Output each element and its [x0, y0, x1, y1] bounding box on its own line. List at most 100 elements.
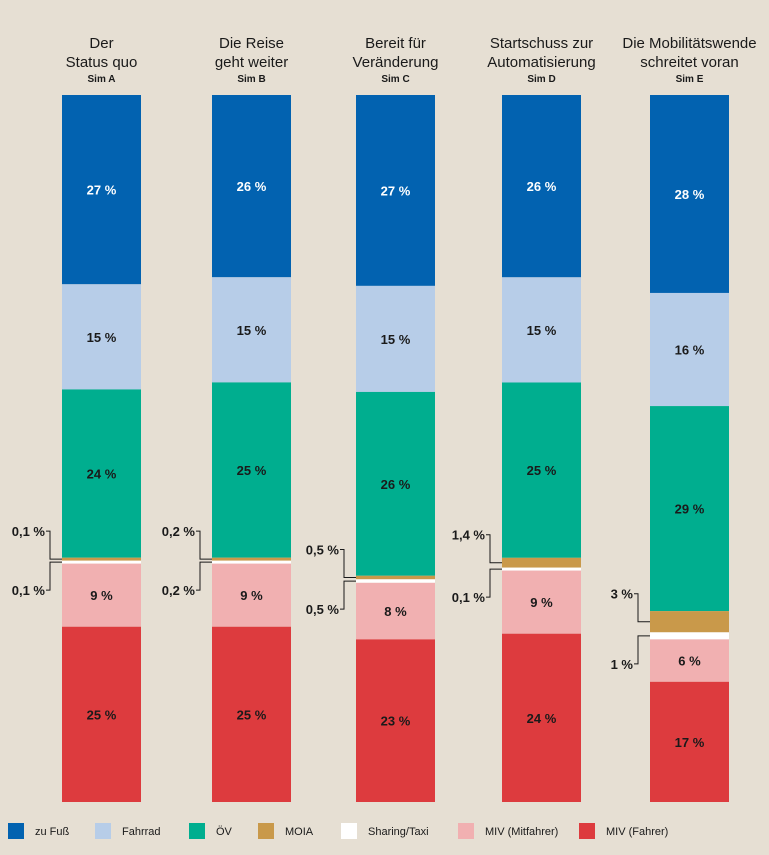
legend-swatch — [95, 823, 111, 839]
bar-segment — [356, 575, 435, 580]
segment-label: 28 % — [675, 187, 705, 202]
bar-segment — [356, 579, 435, 583]
bar-segment — [502, 567, 581, 571]
callout-line — [196, 530, 212, 560]
callout-label-sharing: 1 % — [611, 657, 634, 672]
callout-label-sharing: 0,1 % — [452, 590, 486, 605]
segment-label: 15 % — [527, 323, 557, 338]
callout-line — [196, 561, 212, 591]
bar-segment — [212, 563, 291, 627]
bar-segment — [212, 557, 291, 561]
bar-segment — [212, 626, 291, 802]
callout-label-moia: 0,5 % — [306, 543, 340, 558]
bar-segment — [212, 560, 291, 564]
column-title-line: Die Reise — [219, 35, 284, 52]
bar-segment — [62, 563, 141, 627]
bar-segment — [650, 681, 729, 802]
bar-segment — [502, 570, 581, 634]
column-title-line: geht weiter — [215, 54, 288, 71]
segment-label: 15 % — [87, 330, 117, 345]
bar-segment — [62, 284, 141, 390]
callout-label-moia: 0,1 % — [12, 524, 46, 539]
legend-label: Fahrrad — [122, 826, 161, 838]
segment-label: 6 % — [678, 654, 701, 669]
callout-label-sharing: 0,1 % — [12, 583, 46, 598]
callout-line — [486, 568, 502, 598]
callout-line — [46, 561, 62, 591]
callout-label-moia: 0,2 % — [162, 524, 196, 539]
segment-label: 26 % — [527, 179, 557, 194]
legend-swatch — [341, 823, 357, 839]
segment-label: 25 % — [527, 463, 557, 478]
legend-label: zu Fuß — [35, 826, 70, 838]
callout-line — [340, 580, 356, 610]
column-sim-label: Sim E — [676, 74, 704, 85]
segment-label: 25 % — [237, 707, 267, 722]
column-sim-label: Sim D — [527, 74, 555, 85]
segment-label: 15 % — [237, 323, 267, 338]
segment-label: 9 % — [530, 595, 553, 610]
column-title-line: Startschuss zur — [490, 35, 593, 52]
legend-label: MOIA — [285, 826, 314, 838]
bar-segment — [62, 557, 141, 561]
legend-swatch — [458, 823, 474, 839]
segment-label: 8 % — [384, 604, 407, 619]
callout-line — [634, 635, 650, 665]
bar-segment — [356, 391, 435, 576]
bar-segment — [650, 611, 729, 633]
bar-segment — [502, 277, 581, 383]
bar-segment — [650, 632, 729, 640]
bar-segment — [650, 406, 729, 612]
column-title-line: schreitet voran — [640, 54, 738, 71]
column-title-line: Bereit für — [365, 35, 426, 52]
bar-segment — [212, 277, 291, 383]
segment-label: 26 % — [381, 477, 411, 492]
column-sim-label: Sim C — [381, 74, 409, 85]
callout-label-moia: 3 % — [611, 587, 634, 602]
legend-label: ÖV — [216, 826, 233, 838]
segment-label: 27 % — [87, 183, 117, 198]
column-title-line: Status quo — [66, 54, 138, 71]
segment-label: 15 % — [381, 332, 411, 347]
column-sim-label: Sim B — [237, 74, 265, 85]
column-sim-label: Sim A — [88, 74, 116, 85]
callout-line — [46, 530, 62, 560]
bar-segment — [650, 95, 729, 293]
bar-segment — [650, 292, 729, 407]
legend-swatch — [579, 823, 595, 839]
segment-label: 16 % — [675, 343, 705, 358]
legend-swatch — [8, 823, 24, 839]
column-title-line: Der — [89, 35, 113, 52]
segment-label: 23 % — [381, 714, 411, 729]
callout-line — [486, 534, 502, 564]
callout-line — [340, 549, 356, 579]
segment-label: 29 % — [675, 502, 705, 517]
callout-label-sharing: 0,2 % — [162, 583, 196, 598]
bar-segment — [356, 582, 435, 640]
segment-label: 25 % — [87, 707, 117, 722]
bar-segment — [212, 95, 291, 278]
bar-segment — [356, 95, 435, 286]
legend-label: MIV (Mitfahrer) — [485, 826, 558, 838]
callout-label-moia: 1,4 % — [452, 528, 486, 543]
legend-label: Sharing/Taxi — [368, 826, 429, 838]
segment-label: 25 % — [237, 463, 267, 478]
segment-label: 24 % — [527, 711, 557, 726]
bar-segment — [356, 639, 435, 802]
callout-label-sharing: 0,5 % — [306, 602, 340, 617]
bar-segment — [62, 560, 141, 564]
segment-label: 17 % — [675, 735, 705, 750]
bar-segment — [650, 639, 729, 682]
bar-segment — [62, 389, 141, 558]
bar-segment — [502, 633, 581, 802]
segment-label: 27 % — [381, 183, 411, 198]
bar-segment — [212, 382, 291, 558]
segment-label: 24 % — [87, 467, 117, 482]
column-title-line: Veränderung — [353, 54, 439, 71]
segment-label: 9 % — [90, 588, 113, 603]
bar-segment — [356, 285, 435, 392]
legend-swatch — [189, 823, 205, 839]
bar-segment — [502, 382, 581, 558]
legend-swatch — [258, 823, 274, 839]
